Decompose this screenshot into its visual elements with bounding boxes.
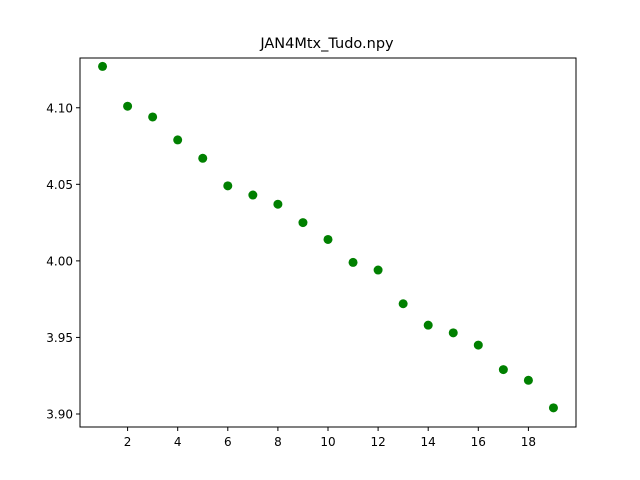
x-tick-label: 8	[274, 435, 282, 449]
data-point	[123, 101, 133, 111]
x-tick-label: 6	[224, 435, 232, 449]
data-point	[448, 328, 458, 338]
data-point	[498, 365, 508, 375]
x-tick-label: 4	[174, 435, 182, 449]
y-tick-label: 4.05	[46, 178, 73, 192]
data-point	[323, 234, 333, 244]
x-tick-label: 16	[471, 435, 486, 449]
x-tick-label: 18	[521, 435, 536, 449]
data-point	[198, 153, 208, 163]
data-point	[223, 181, 233, 191]
data-points	[98, 61, 558, 413]
data-point	[248, 190, 258, 200]
x-tick-label: 14	[421, 435, 436, 449]
data-point	[373, 265, 383, 275]
data-point	[423, 320, 433, 330]
data-point	[148, 112, 158, 122]
data-point	[473, 340, 483, 350]
data-point	[398, 299, 408, 309]
axes-frame	[79, 57, 577, 428]
data-point	[348, 257, 358, 267]
x-tick-label: 10	[320, 435, 335, 449]
data-point	[173, 135, 183, 145]
data-point	[273, 199, 283, 209]
data-point	[548, 403, 558, 413]
y-tick-label: 3.95	[46, 331, 73, 345]
y-axis: 3.90 3.95 4.00 4.05 4.10	[46, 101, 80, 421]
y-tick-label: 3.90	[46, 407, 73, 421]
x-tick-label: 2	[124, 435, 132, 449]
y-tick-label: 4.10	[46, 101, 73, 115]
x-tick-label: 12	[370, 435, 385, 449]
y-tick-label: 4.00	[46, 254, 73, 268]
data-point	[523, 375, 533, 385]
chart-title: JAN4Mtx_Tudo.npy	[259, 36, 394, 52]
data-point	[98, 61, 108, 71]
data-point	[298, 218, 308, 228]
x-axis: 2 4 6 8 10 12 14 16 18	[124, 427, 536, 449]
